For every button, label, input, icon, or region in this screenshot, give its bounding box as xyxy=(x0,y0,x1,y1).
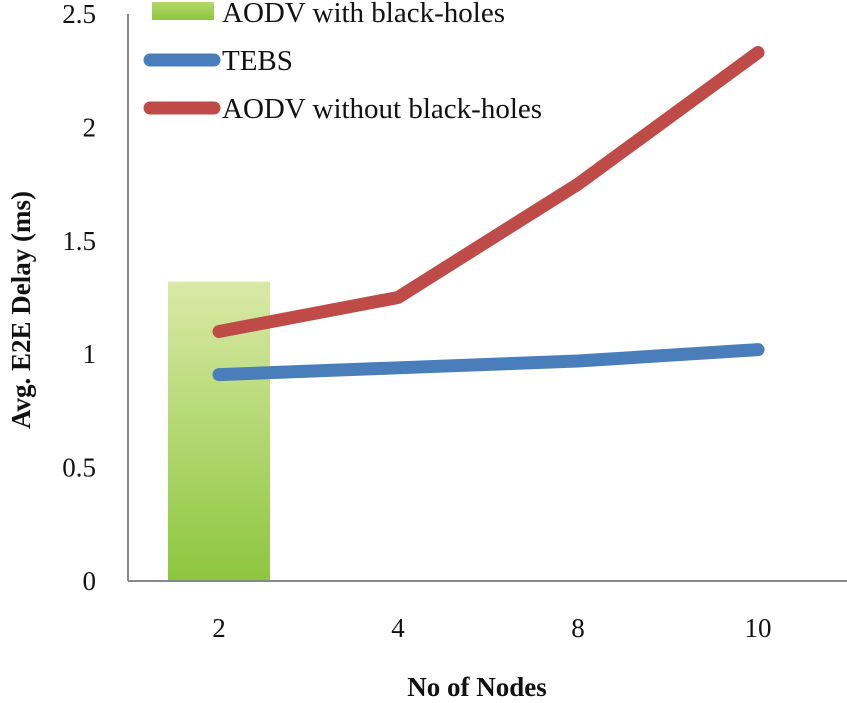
legend-label: AODV with black-holes xyxy=(222,0,505,29)
data-point xyxy=(397,367,399,369)
data-point xyxy=(577,183,579,185)
y-tick-label: 1 xyxy=(83,339,97,369)
x-tick-label: 10 xyxy=(745,613,772,643)
data-point xyxy=(577,360,579,362)
series-line-aodv-without-black-holes xyxy=(212,46,765,339)
x-tick-labels: 2 4 8 10 xyxy=(212,613,771,643)
x-axis-title: No of Nodes xyxy=(407,672,547,702)
series-line-tebs xyxy=(212,343,765,382)
data-point xyxy=(397,297,399,299)
y-tick-label: 1.5 xyxy=(62,226,96,256)
y-tick-label: 2.5 xyxy=(62,0,96,29)
data-point xyxy=(757,52,759,54)
lines-layer xyxy=(212,46,765,382)
data-point xyxy=(218,331,220,333)
legend-label: AODV without black-holes xyxy=(222,93,542,125)
data-point xyxy=(218,374,220,376)
y-tick-label: 0 xyxy=(83,566,97,596)
x-tick-label: 8 xyxy=(571,613,585,643)
y-tick-label: 2 xyxy=(83,112,97,142)
x-tick-label: 2 xyxy=(212,613,226,643)
legend-swatch-bar xyxy=(152,2,214,20)
y-tick-label: 0.5 xyxy=(62,453,96,483)
legend: AODV with black-holes TEBS AODV without bl… xyxy=(143,0,542,125)
legend-label: TEBS xyxy=(222,45,293,77)
y-axis-title: Avg. E2E Delay (ms) xyxy=(6,191,36,429)
y-tick-labels: 0 0.5 1 1.5 2 2.5 xyxy=(62,0,96,596)
x-tick-label: 4 xyxy=(391,613,405,643)
data-point xyxy=(757,349,759,351)
